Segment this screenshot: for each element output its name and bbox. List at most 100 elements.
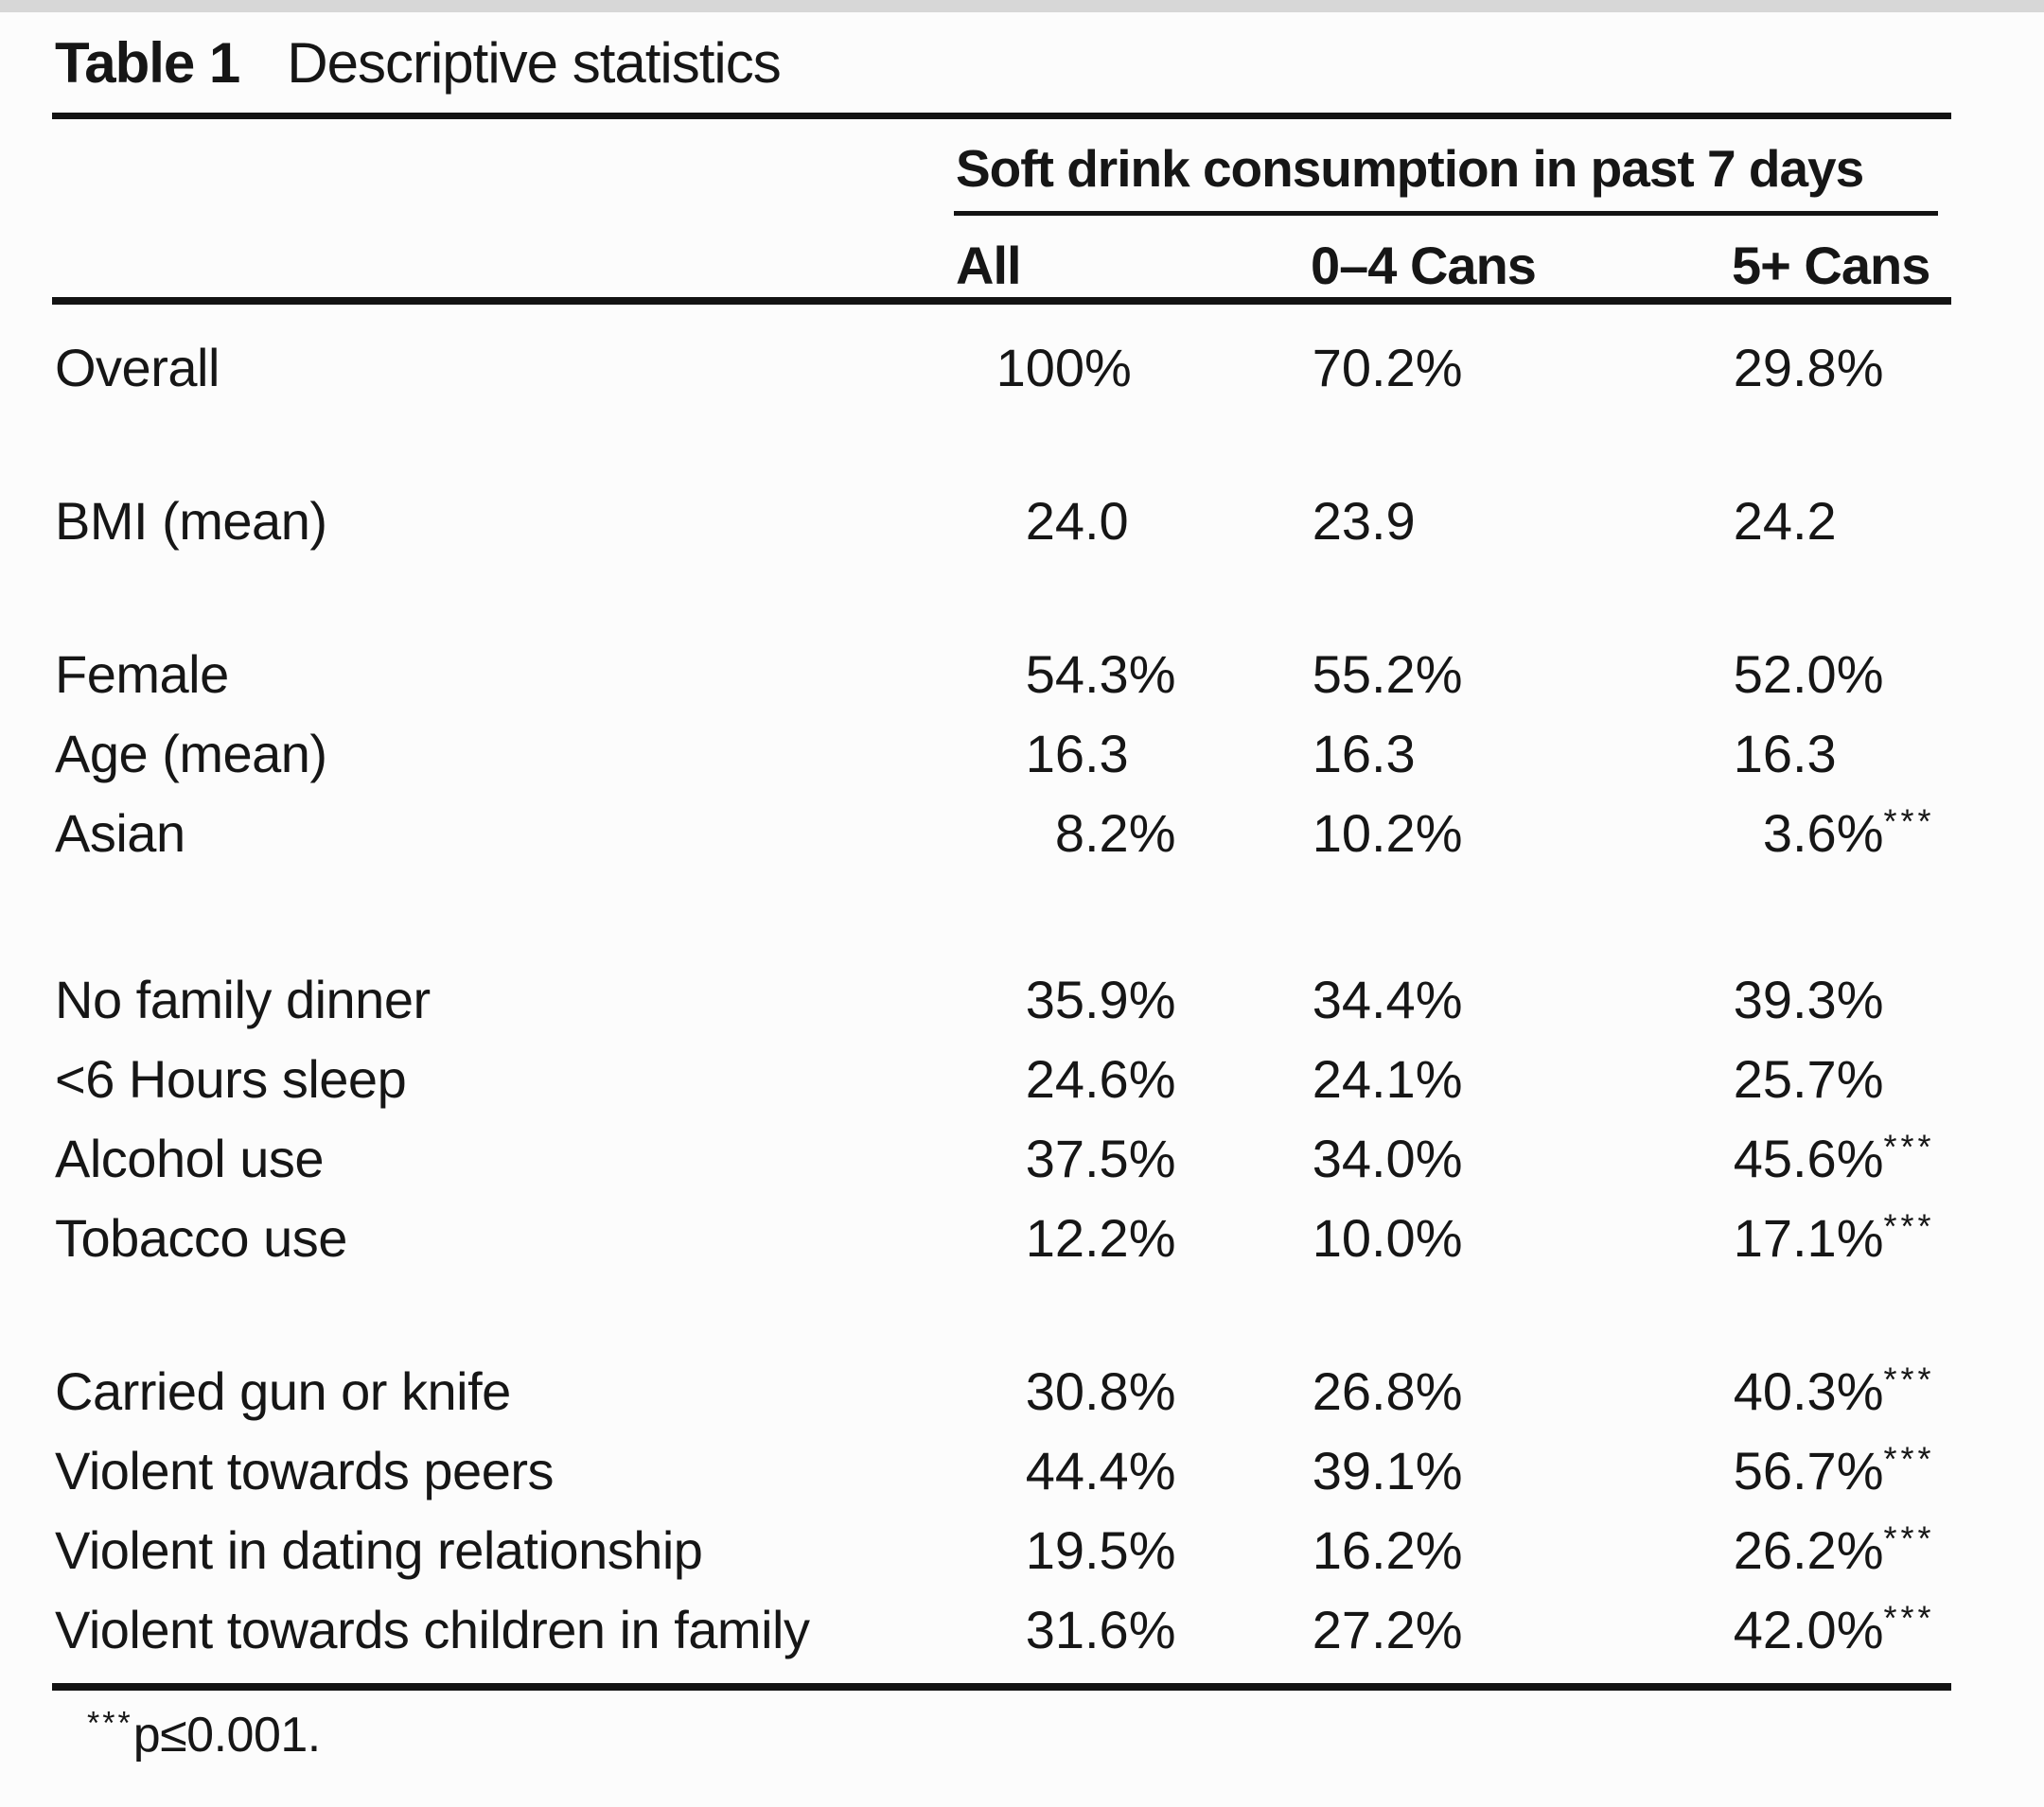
value-integer: 54 — [1025, 643, 1084, 704]
value-fraction: .3 — [1084, 723, 1129, 783]
footnote: ***p≤0.001. — [87, 1707, 321, 1763]
value-integer: 55 — [1312, 643, 1371, 704]
table-row: Violent towards peers 44.4% 39.1% 56.7%*… — [0, 1430, 2044, 1510]
value-significance-stars: *** — [1883, 1518, 1935, 1557]
value-fraction: .1% — [1371, 1440, 1463, 1500]
cell-value: 39.1% — [1311, 1440, 1732, 1501]
table-row: Asian 8.2% 10.2% 3.6%*** — [0, 793, 2044, 872]
cell-value: 34.4% — [1311, 969, 1732, 1030]
value-integer: 34 — [1312, 1128, 1371, 1188]
cell-value: 23.9 — [1311, 490, 1732, 552]
cell-value: 16.3 — [1732, 723, 2044, 784]
row-label: Asian — [55, 802, 185, 863]
row-label: Carried gun or knife — [55, 1360, 511, 1421]
cell-value: 30.8% — [956, 1360, 1311, 1422]
value-integer: 39 — [1733, 969, 1792, 1029]
row-label: No family dinner — [55, 969, 431, 1029]
value-fraction: .2% — [1084, 802, 1176, 863]
value-integer: 42 — [1733, 1599, 1792, 1659]
value-fraction: .6% — [1084, 1048, 1176, 1109]
value-fraction: .0 — [1084, 490, 1129, 551]
column-header-spacer — [0, 235, 956, 296]
value-significance-stars: *** — [1883, 1359, 1935, 1398]
column-header-all: All — [956, 236, 1022, 295]
value-fraction: .0% — [1371, 1128, 1463, 1188]
cell-value: 3.6%*** — [1732, 802, 2044, 864]
value-fraction: .8% — [1371, 1360, 1463, 1421]
value-significance-stars: *** — [1883, 800, 1935, 840]
cell-value: 35.9% — [956, 969, 1311, 1030]
cell-value: 26.2%*** — [1732, 1519, 2044, 1581]
cell-value: 26.8% — [1311, 1360, 1732, 1422]
value-integer: 16 — [1733, 723, 1792, 783]
table-row: No family dinner 35.9% 34.4% 39.3% — [0, 959, 2044, 1039]
table-row: Female 54.3% 55.2% 52.0% — [0, 634, 2044, 713]
value-fraction: .0% — [1792, 1599, 1884, 1659]
value-fraction: .0% — [1371, 1207, 1463, 1268]
row-group: Carried gun or knife 30.8% 26.8% 40.3%**… — [0, 1351, 2044, 1669]
value-fraction: .9% — [1084, 969, 1176, 1029]
value-fraction: .1% — [1371, 1048, 1463, 1109]
row-label: <6 Hours sleep — [55, 1048, 407, 1109]
table-body: Overall 100% 70.2% 29.8% BMI (mean) 24.0… — [0, 312, 2044, 1669]
value-fraction: .2% — [1371, 1519, 1463, 1580]
value-integer: 70 — [1312, 337, 1371, 397]
value-integer: 30 — [1025, 1360, 1084, 1421]
cell-value: 44.4% — [956, 1440, 1311, 1501]
value-fraction: .2 — [1792, 490, 1837, 551]
value-fraction: .2% — [1371, 802, 1463, 863]
value-significance-stars: *** — [1883, 1597, 1935, 1637]
cell-value: 52.0% — [1732, 643, 2044, 705]
value-integer: 40 — [1733, 1360, 1792, 1421]
value-fraction: .3% — [1084, 643, 1176, 704]
table-title: Descriptive statistics — [287, 31, 781, 95]
cell-value: 16.3 — [1311, 723, 1732, 784]
row-label: Alcohol use — [55, 1128, 325, 1188]
value-integer: 31 — [1025, 1599, 1084, 1659]
value-integer: 45 — [1733, 1128, 1792, 1188]
footnote-text: p≤0.001. — [132, 1708, 322, 1763]
table-row: Alcohol use 37.5% 34.0% 45.6%*** — [0, 1118, 2044, 1198]
cell-value: 100% — [956, 337, 1311, 398]
value-integer: 26 — [1312, 1360, 1371, 1421]
row-label: Overall — [55, 337, 220, 397]
value-fraction: .4% — [1084, 1440, 1176, 1500]
table-row: Violent in dating relationship 19.5% 16.… — [0, 1510, 2044, 1589]
cell-value: 12.2% — [956, 1207, 1311, 1269]
cell-value: 10.2% — [1311, 802, 1732, 864]
value-integer: 24 — [1025, 490, 1084, 551]
cell-value: 24.6% — [956, 1048, 1311, 1110]
value-integer: 35 — [1025, 969, 1084, 1029]
value-significance-stars: *** — [1883, 1126, 1935, 1166]
value-integer: 52 — [1733, 643, 1792, 704]
value-fraction: .6% — [1084, 1599, 1176, 1659]
cell-value: 27.2% — [1311, 1599, 1732, 1660]
cell-value: 25.7% — [1732, 1048, 2044, 1110]
value-fraction: .8% — [1792, 337, 1884, 397]
table-row: <6 Hours sleep 24.6% 24.1% 25.7% — [0, 1039, 2044, 1118]
row-label: Age (mean) — [55, 723, 327, 783]
value-integer: 16 — [1312, 723, 1371, 783]
value-fraction: .9 — [1371, 490, 1416, 551]
value-fraction: .2% — [1371, 1599, 1463, 1659]
rule-under-group-header — [954, 211, 1938, 216]
rule-top — [52, 113, 1951, 119]
value-fraction: .3 — [1792, 723, 1837, 783]
cell-value: 16.2% — [1311, 1519, 1732, 1581]
value-integer: 8 — [1054, 802, 1084, 863]
cell-value: 56.7%*** — [1732, 1440, 2044, 1501]
cell-value: 8.2% — [956, 802, 1311, 864]
cell-value: 24.0 — [956, 490, 1311, 552]
value-integer: 39 — [1312, 1440, 1371, 1500]
row-label: Female — [55, 643, 229, 704]
value-integer: 37 — [1025, 1128, 1084, 1188]
value-fraction: .2% — [1371, 643, 1463, 704]
row-group: Female 54.3% 55.2% 52.0% Age (mean) 16.3… — [0, 634, 2044, 872]
value-fraction: .7% — [1792, 1440, 1884, 1500]
value-fraction: .2% — [1084, 1207, 1176, 1268]
value-fraction: .3% — [1792, 1360, 1884, 1421]
cell-value: 24.1% — [1311, 1048, 1732, 1110]
value-integer: 34 — [1312, 969, 1371, 1029]
table-row: Tobacco use 12.2% 10.0% 17.1%*** — [0, 1198, 2044, 1277]
